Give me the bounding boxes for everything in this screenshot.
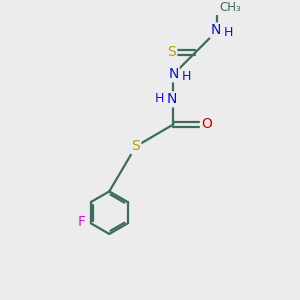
Text: N: N <box>168 67 179 81</box>
Text: S: S <box>167 45 176 59</box>
Text: N: N <box>167 92 177 106</box>
Text: S: S <box>131 139 140 153</box>
Text: H: H <box>182 70 191 83</box>
Text: F: F <box>78 215 86 229</box>
Text: N: N <box>211 23 221 38</box>
Text: H: H <box>155 92 164 105</box>
Text: H: H <box>224 26 233 40</box>
Text: O: O <box>201 117 212 131</box>
Text: CH₃: CH₃ <box>219 2 241 14</box>
